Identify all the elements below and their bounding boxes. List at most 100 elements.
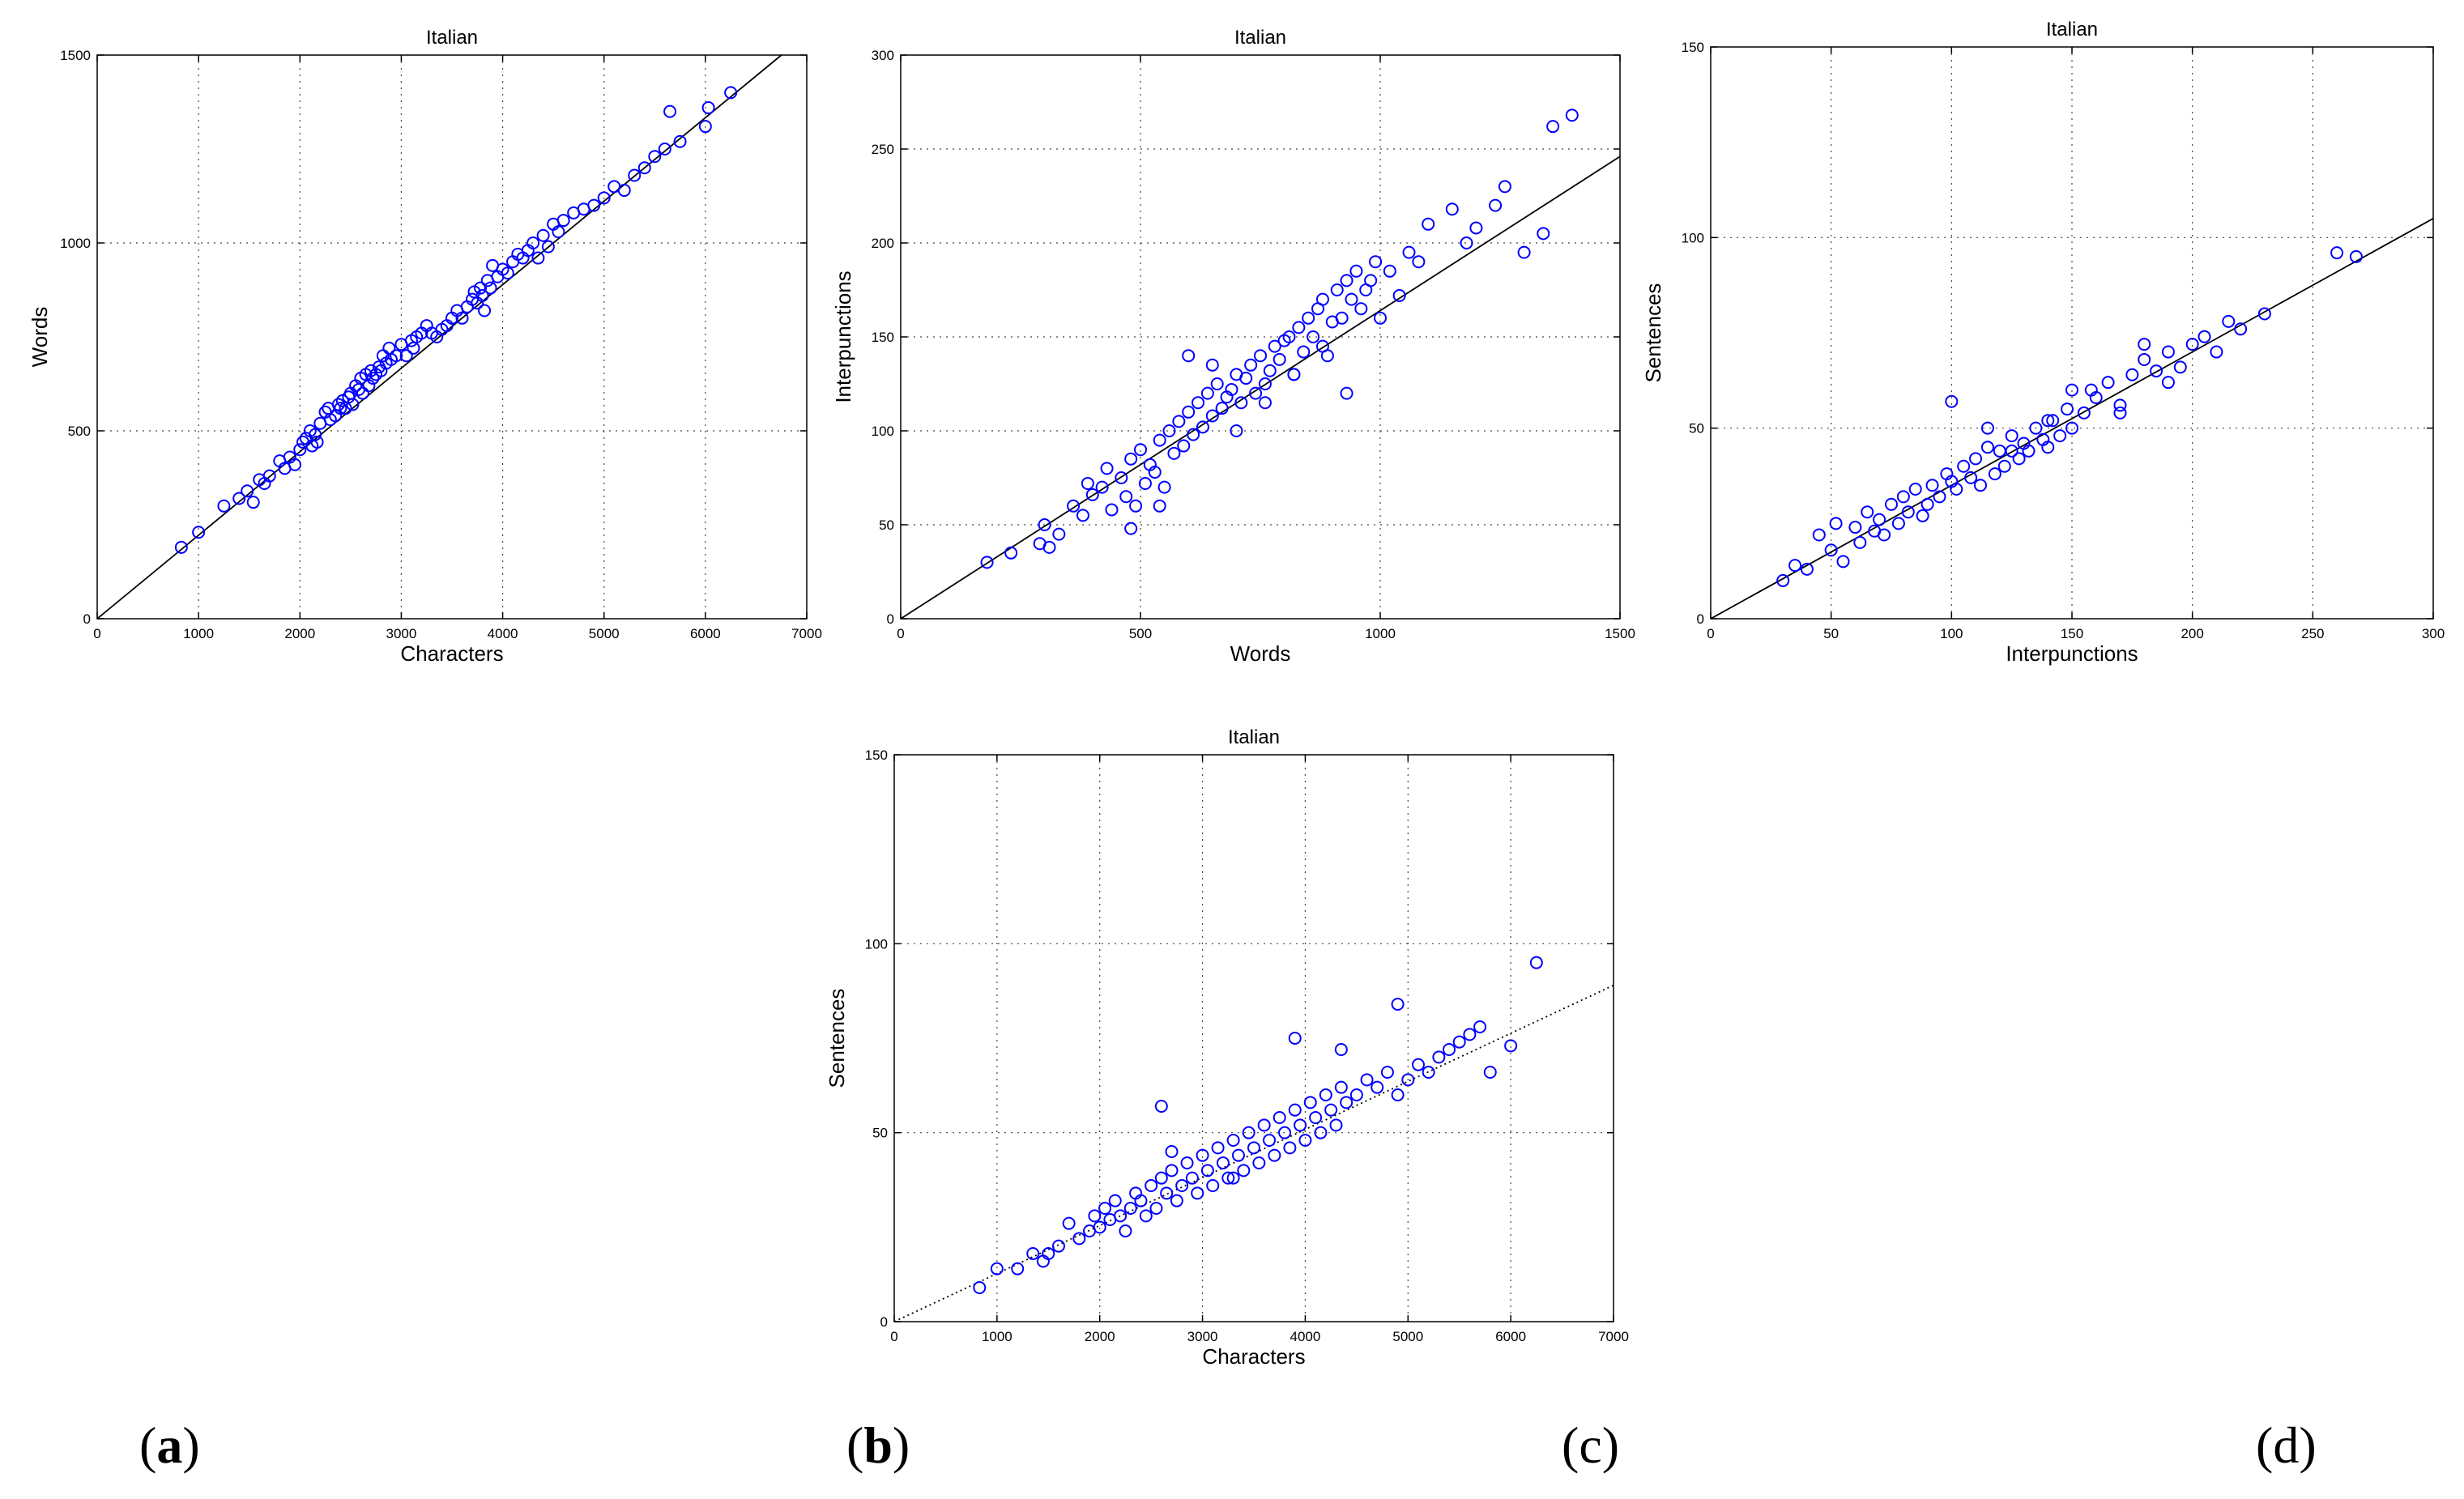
- data-point: [2041, 414, 2055, 428]
- data-point: [1210, 377, 1224, 390]
- data-point: [1330, 283, 1344, 296]
- data-point: [309, 428, 322, 441]
- data-point: [2257, 307, 2271, 321]
- y-axis-label: Sentences: [1641, 283, 1665, 383]
- data-point: [2101, 376, 2115, 390]
- x-tick-label: 1500: [1605, 626, 1635, 641]
- y-tick-label: 100: [1682, 230, 1704, 245]
- data-point: [1124, 452, 1138, 466]
- y-tick-label: 0: [880, 1314, 888, 1330]
- data-point: [1546, 120, 1560, 134]
- data-point: [724, 86, 738, 100]
- data-point: [1432, 1050, 1446, 1064]
- y-tick-label: 500: [68, 424, 91, 439]
- data-point: [2210, 345, 2223, 359]
- data-point: [1307, 330, 1320, 343]
- data-point: [1391, 998, 1405, 1011]
- chart-title: Italian: [1228, 726, 1280, 748]
- data-point: [1191, 1186, 1204, 1200]
- y-tick-label: 1500: [60, 48, 91, 63]
- data-point: [1170, 1194, 1183, 1207]
- data-point: [1157, 480, 1171, 494]
- data-point: [2022, 444, 2036, 458]
- y-axis-label: Interpunctions: [831, 270, 855, 402]
- data-point: [1920, 497, 1934, 511]
- data-point: [1139, 1209, 1153, 1223]
- data-point: [1226, 1134, 1240, 1147]
- data-point: [1537, 227, 1550, 241]
- data-point: [1134, 1194, 1148, 1207]
- data-point: [1925, 479, 1939, 492]
- data-point: [1445, 202, 1459, 216]
- y-tick-label: 50: [872, 1126, 888, 1141]
- data-point: [1329, 1118, 1343, 1132]
- data-point: [1335, 311, 1349, 325]
- data-point: [698, 120, 712, 134]
- data-point: [1225, 382, 1238, 396]
- data-point: [1067, 499, 1081, 513]
- data-point: [1298, 1134, 1312, 1147]
- data-point: [1287, 368, 1301, 381]
- data-point: [1237, 1164, 1251, 1177]
- data-point: [1374, 311, 1387, 325]
- data-point: [1412, 255, 1426, 269]
- data-point: [663, 104, 677, 118]
- data-point: [1933, 490, 1946, 504]
- y-tick-label: 50: [1689, 421, 1704, 436]
- data-point: [1230, 424, 1243, 437]
- data-point: [1206, 1179, 1220, 1192]
- y-tick-label: 200: [872, 236, 894, 251]
- data-point: [1800, 562, 1814, 576]
- data-point: [1263, 1134, 1277, 1147]
- data-point: [2185, 338, 2199, 351]
- x-tick-label: 150: [2061, 626, 2083, 641]
- data-point: [1489, 198, 1503, 212]
- data-point: [1282, 330, 1296, 343]
- data-point: [2150, 364, 2163, 378]
- data-point: [1165, 1164, 1179, 1177]
- data-point: [637, 161, 651, 175]
- data-point: [1980, 441, 1994, 454]
- data-point: [1196, 1148, 1209, 1162]
- data-point: [2041, 441, 2055, 454]
- data-point: [2065, 421, 2078, 435]
- data-point: [246, 496, 260, 509]
- data-point: [2198, 330, 2211, 343]
- x-tick-label: 3000: [386, 626, 417, 641]
- data-point: [1452, 1035, 1466, 1049]
- data-point: [1221, 1171, 1235, 1185]
- data-point: [2161, 376, 2175, 390]
- data-point: [1324, 1103, 1338, 1117]
- data-point: [1315, 292, 1329, 306]
- data-point: [174, 540, 188, 554]
- data-point: [1383, 264, 1396, 278]
- data-point: [2077, 406, 2091, 419]
- x-axis-label: Characters: [400, 641, 503, 666]
- data-point: [1422, 217, 1435, 231]
- data-point: [2061, 402, 2074, 416]
- data-point: [1288, 1032, 1302, 1045]
- data-point: [1371, 1080, 1384, 1094]
- fit-line: [96, 54, 782, 620]
- data-point: [1165, 1145, 1179, 1158]
- data-point: [334, 402, 347, 415]
- chart-title: Italian: [1234, 27, 1286, 49]
- data-point: [1052, 527, 1066, 541]
- data-point: [1969, 452, 1983, 466]
- data-point: [1175, 1179, 1189, 1192]
- data-point: [1974, 479, 1988, 492]
- data-point: [1187, 428, 1200, 441]
- data-point: [2053, 429, 2067, 443]
- data-point: [556, 214, 570, 228]
- data-point: [1349, 1088, 1363, 1101]
- data-point: [1247, 1141, 1260, 1155]
- data-point: [1861, 505, 1874, 519]
- data-point: [1200, 386, 1214, 400]
- y-tick-label: 0: [887, 611, 894, 627]
- data-point: [1182, 349, 1196, 363]
- data-point: [587, 198, 601, 212]
- data-point: [1340, 386, 1353, 400]
- data-point: [1391, 1088, 1405, 1101]
- data-point: [1192, 396, 1205, 410]
